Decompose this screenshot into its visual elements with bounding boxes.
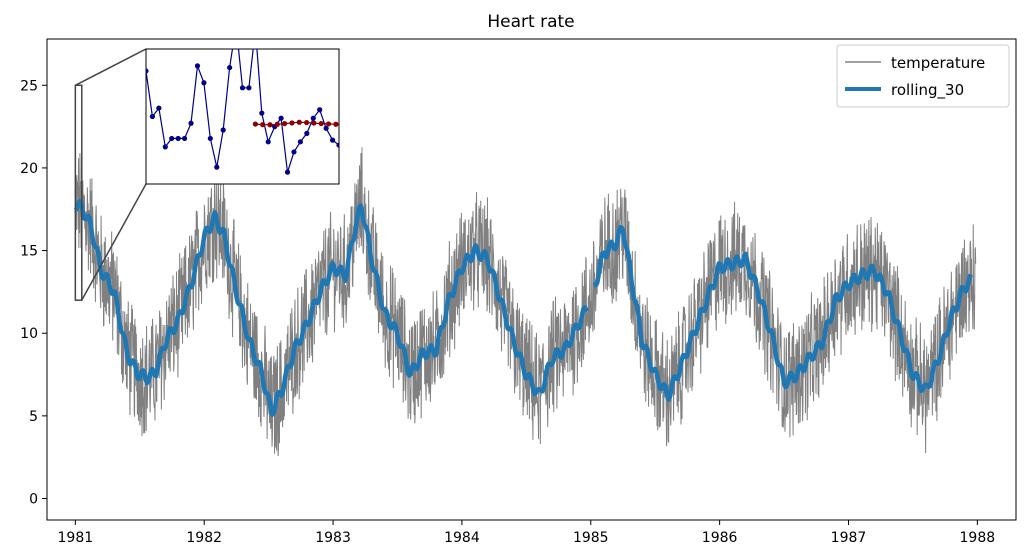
y-tick-label: 15 [20,244,38,260]
inset-raw-point [207,135,213,142]
x-tick-label: 1981 [58,530,94,546]
inset-raw-point [162,144,168,150]
inset-rolling-point [267,122,273,128]
legend: temperature rolling_30 [836,44,1010,108]
y-tick-label: 5 [29,409,38,425]
inset-raw-point [233,23,238,28]
inset-rolling-point [333,121,339,127]
inset-rolling-point [318,120,324,127]
inset-raw-point [182,135,188,142]
legend-label-temperature: temperature [891,54,985,72]
inset-raw-point [175,135,181,142]
zoom-connector-bottom [81,183,147,301]
legend-label-rolling: rolling_30 [891,81,964,100]
inset-raw-point [278,115,284,121]
inset-raw-point [194,63,201,69]
x-tick-label: 1983 [315,530,351,546]
inset-rolling-point [260,122,266,128]
inset-rolling-point [252,121,258,127]
x-tick-label: 1986 [702,530,738,546]
inset-raw-point [169,135,175,142]
inset-raw-point [310,115,316,121]
inset-raw-point [246,85,252,91]
axes-layer: 1981 1982 1983 1984 1985 1986 1987 1988 0 5 10 15 20… [20,78,995,546]
inset-rolling-point [296,119,302,125]
x-tick-label: 1985 [573,530,609,546]
inset-raw-point [304,130,310,136]
inset-raw-point [201,80,207,86]
inset-raw-point [146,68,149,74]
inset-rolling-point [289,120,295,126]
inset-raw-point [253,26,258,31]
inset-layer [74,23,346,301]
zoom-connector-top [75,48,147,86]
inset-raw-point [284,169,291,175]
inset-raw-point [214,164,220,170]
inset-raw-point [317,107,323,113]
inset-raw-point [265,139,271,145]
inset-plot [146,23,346,175]
inset-rolling-point [303,119,310,126]
data-layer [73,147,977,456]
zoom-region-box [74,84,83,301]
inset-raw-point [297,139,303,145]
y-tick-label: 0 [29,492,38,508]
series-rolling-30 [73,199,590,417]
x-tick-label: 1982 [186,530,222,546]
inset-raw-point [291,149,297,155]
axes-frame [46,38,1017,521]
inset-raw-point [188,120,194,126]
inset-raw-point [323,125,329,131]
x-tick-label: 1988 [960,530,996,546]
y-tick-label: 25 [20,78,38,94]
inset-raw-point [149,113,156,120]
inset-raw-point [220,127,226,133]
inset-rolling-point [282,120,288,127]
inset-raw-point [239,85,246,91]
inset-frame [145,48,340,185]
inset-rolling-point [311,120,317,126]
inset-rolling-point [341,122,346,127]
inset-rolling-point [274,121,280,127]
y-tick-label: 20 [20,161,38,177]
series-rolling-30-part2 [592,225,973,402]
inset-raw-point [329,137,336,143]
inset-rolling-point [325,121,332,127]
inset-raw-point [227,64,233,71]
inset-raw-point [259,110,265,116]
chart-title: Heart rate [487,12,574,32]
inset-raw-point [336,142,339,148]
x-tick-label: 1987 [831,530,867,546]
y-tick-label: 10 [20,326,38,342]
inset-raw-point [156,105,162,111]
x-tick-label: 1984 [444,530,480,546]
legend-box [836,44,1010,108]
